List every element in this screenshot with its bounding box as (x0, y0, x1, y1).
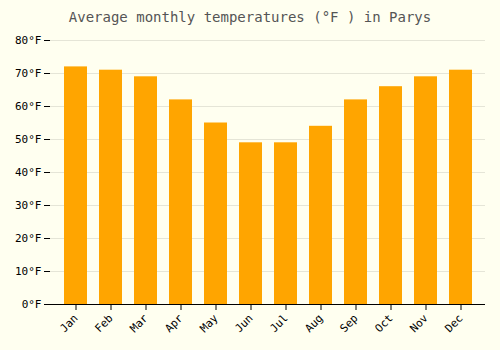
svg-text:50°F: 50°F (15, 133, 42, 146)
svg-text:Oct: Oct (372, 312, 395, 335)
svg-text:Apr: Apr (162, 311, 186, 335)
svg-text:10°F: 10°F (15, 265, 42, 278)
svg-text:Jan: Jan (57, 312, 80, 335)
svg-text:Feb: Feb (92, 312, 115, 335)
svg-text:Jun: Jun (232, 312, 255, 335)
html-text:Average monthly temperatures (: Average monthly temperatures (°F ) in Pa… (68, 9, 432, 25)
svg-text:80°F: 80°F (15, 34, 42, 47)
svg-text:Mar: Mar (127, 311, 151, 335)
svg-text:30°F: 30°F (15, 199, 42, 212)
svg-text:Jul: Jul (267, 312, 290, 335)
svg-text:0°F: 0°F (22, 298, 42, 311)
svg-text:May: May (197, 311, 221, 335)
svg-text:Aug: Aug (302, 312, 325, 335)
svg-text:70°F: 70°F (15, 67, 42, 80)
svg-text:40°F: 40°F (15, 166, 42, 179)
svg-text:Dec: Dec (442, 312, 465, 335)
svg-text:60°F: 60°F (15, 100, 42, 113)
svg-text:20°F: 20°F (15, 232, 42, 245)
svg-text:Nov: Nov (407, 311, 431, 335)
svg-text:Sep: Sep (337, 312, 360, 335)
